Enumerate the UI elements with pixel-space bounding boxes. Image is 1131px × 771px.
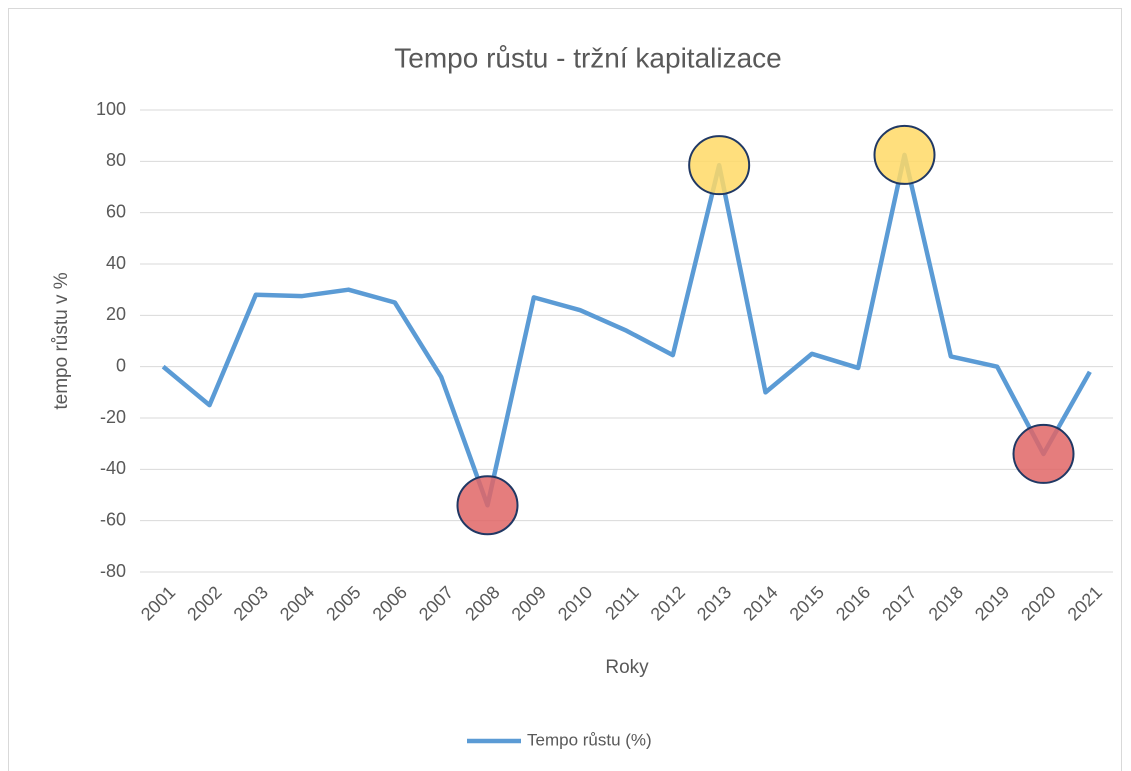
legend-label: Tempo růstu (%) [527, 730, 652, 749]
chart-border [8, 8, 1122, 771]
y-tick-label: 100 [96, 99, 126, 119]
x-axis-label: Roky [605, 657, 649, 678]
line [161, 152, 1092, 508]
highlight-circle [688, 135, 751, 196]
highlight-circle [873, 124, 936, 185]
y-tick-label: -40 [100, 458, 126, 478]
y-tick-label: -60 [100, 509, 126, 529]
y-tick-label: 60 [106, 201, 126, 221]
y-tick-label: 40 [106, 253, 126, 273]
chart-title: Tempo růstu - tržní kapitalizace [394, 42, 782, 73]
y-tick-label: 20 [106, 304, 126, 324]
y-axis-label: tempo růstu v % [51, 272, 72, 409]
highlight-circle [1012, 423, 1075, 484]
y-tick-label: -80 [100, 561, 126, 581]
y-tick-label: 80 [106, 150, 126, 170]
y-tick-label: 0 [116, 355, 126, 375]
y-tick-label: -20 [100, 407, 126, 427]
highlight-circle [456, 475, 519, 536]
